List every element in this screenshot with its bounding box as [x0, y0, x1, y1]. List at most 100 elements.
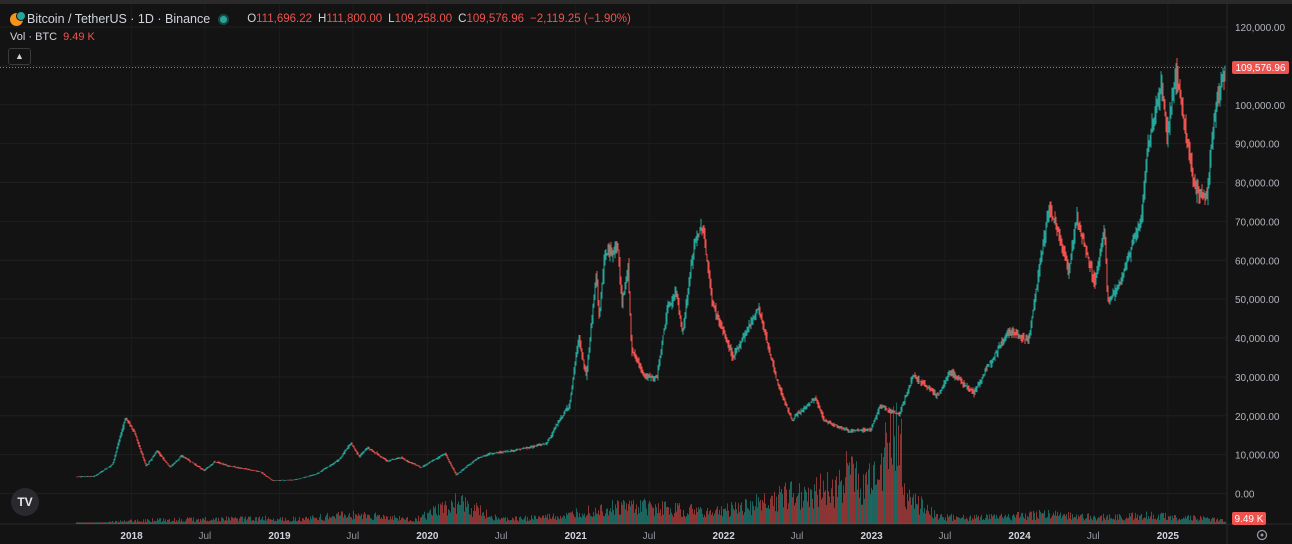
volume-bar: [763, 502, 764, 524]
volume-bar: [1189, 520, 1190, 524]
volume-bar: [1032, 519, 1033, 524]
volume-bar: [970, 515, 971, 524]
volume-bar: [450, 512, 451, 524]
volume-bar: [838, 485, 839, 524]
time-tick-label: 2023: [860, 531, 883, 542]
volume-bar: [799, 483, 800, 524]
volume-bar: [800, 509, 801, 524]
volume-bar: [172, 520, 173, 524]
volume-bar: [858, 473, 859, 524]
volume-bar: [1168, 516, 1169, 524]
volume-bar: [1166, 520, 1167, 524]
volume-bar: [649, 500, 650, 524]
volume-bar: [476, 502, 477, 524]
volume-bar: [123, 521, 124, 524]
volume-legend[interactable]: Vol · BTC 9.49 K: [10, 31, 95, 43]
volume-bar: [176, 520, 177, 524]
volume-bar: [1058, 516, 1059, 524]
volume-bar: [376, 516, 377, 524]
volume-bar: [260, 519, 261, 524]
volume-bar: [580, 516, 581, 524]
volume-bar: [227, 520, 228, 524]
volume-bar: [674, 513, 675, 524]
volume-bar: [1223, 521, 1224, 524]
volume-bar: [99, 522, 100, 524]
volume-bar: [901, 418, 902, 524]
volume-bar: [367, 514, 368, 524]
time-axis[interactable]: 2018 Jul 2019 Jul 2020 Jul 2021 Jul 2022 Jul 2023 J…: [120, 4, 1179, 542]
volume-bar: [136, 522, 137, 524]
volume-bar: [469, 514, 470, 524]
volume-bar: [254, 520, 255, 524]
volume-bar: [300, 520, 301, 524]
volume-bar: [370, 518, 371, 524]
volume-bar: [236, 518, 237, 524]
volume-bar: [912, 497, 913, 524]
volume-bar: [825, 490, 826, 524]
volume-bar: [83, 522, 84, 524]
volume-bar: [481, 515, 482, 524]
volume-bar: [386, 515, 387, 524]
volume-bar: [968, 520, 969, 524]
volume-bar: [834, 507, 835, 524]
volume-bar: [409, 521, 410, 524]
volume-bar: [198, 518, 199, 524]
volume-bar: [1175, 515, 1176, 524]
volume-bar: [505, 517, 506, 524]
volume-bar: [902, 486, 903, 524]
volume-bar: [595, 507, 596, 524]
collapse-legend-button[interactable]: ▲: [8, 48, 31, 65]
volume-bar: [109, 521, 110, 524]
volume-bar: [770, 498, 771, 524]
volume-bar: [100, 522, 101, 524]
volume-bar: [348, 515, 349, 524]
volume-label: Vol · BTC: [10, 31, 58, 43]
volume-bar: [140, 521, 141, 524]
volume-bar: [886, 432, 887, 524]
price-axis[interactable]: 0.00 10,000.00 20,000.00 30,000.00 40,000.00…: [0, 23, 1285, 501]
volume-bar: [1182, 518, 1183, 524]
volume-bar: [647, 515, 648, 524]
volume-bar: [1012, 515, 1013, 524]
volume-bar: [421, 517, 422, 524]
volume-bar: [1173, 518, 1174, 524]
volume-bar: [702, 513, 703, 524]
volume-bar: [357, 516, 358, 524]
volume-bar: [843, 485, 844, 524]
volume-bar: [112, 520, 113, 524]
volume-bar: [420, 517, 421, 524]
tradingview-logo[interactable]: TV: [11, 488, 39, 516]
volume-bar: [781, 488, 782, 524]
symbol-title[interactable]: Bitcoin / TetherUS · 1D · Binance: [27, 12, 211, 26]
settings-icon[interactable]: [1256, 529, 1268, 541]
volume-bar: [171, 521, 172, 524]
volume-bar: [710, 509, 711, 524]
volume-bar: [309, 520, 310, 524]
volume-bar: [264, 520, 265, 524]
volume-bar: [744, 512, 745, 524]
volume-bar: [1181, 518, 1182, 524]
volume-bar: [1155, 518, 1156, 524]
volume-bar: [1217, 518, 1218, 524]
volume-bar: [468, 503, 469, 524]
symbol-legend[interactable]: Bitcoin / TetherUS · 1D · Binance O 111,6…: [10, 10, 631, 27]
volume-bar: [81, 522, 82, 524]
volume-bar: [408, 521, 409, 524]
volume-bar: [501, 517, 502, 524]
time-tick-label: Jul: [791, 531, 804, 542]
volume-bar: [328, 519, 329, 524]
volume-bar: [168, 519, 169, 524]
volume-bar: [718, 514, 719, 524]
volume-bar: [875, 484, 876, 524]
volume-bar: [141, 521, 142, 524]
volume-bar: [375, 512, 376, 524]
volume-bar: [810, 489, 811, 524]
volume-bar: [829, 496, 830, 524]
volume-bar: [441, 504, 442, 524]
volume-bar: [603, 515, 604, 524]
volume-bar: [715, 510, 716, 524]
volume-bar: [477, 505, 478, 524]
market-status-icon[interactable]: [220, 15, 228, 23]
volume-bar: [139, 521, 140, 524]
